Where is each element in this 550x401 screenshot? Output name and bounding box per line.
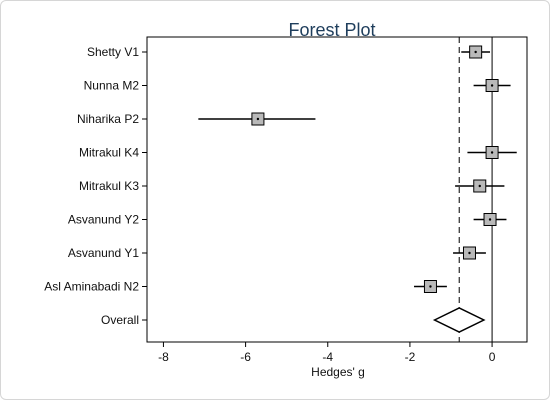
chart-title: Forest Plot <box>288 20 375 40</box>
study-estimate-dot <box>429 285 432 288</box>
study-estimate-dot <box>474 50 477 54</box>
study-label: Asvanund Y2 <box>68 213 139 227</box>
x-tick-label: -8 <box>158 350 169 364</box>
study-label: Mitrakul K4 <box>79 146 139 160</box>
study-label: Nunna M2 <box>84 79 140 93</box>
study-estimate-dot <box>256 117 260 121</box>
study-estimate-dot <box>478 184 481 188</box>
study-estimate-dot <box>490 151 494 154</box>
study-label: Asl Aminabadi N2 <box>44 280 139 294</box>
study-estimate-dot <box>490 84 494 87</box>
x-tick-label: -6 <box>240 350 251 364</box>
study-label: Shetty V1 <box>87 45 139 59</box>
study-label: Mitrakul K3 <box>79 179 139 193</box>
x-axis-label: Hedges' g <box>311 365 365 379</box>
study-estimate-dot <box>468 251 471 255</box>
x-tick-label: 0 <box>489 350 496 364</box>
x-tick-label: -2 <box>405 350 416 364</box>
overall-diamond <box>432 307 486 333</box>
overall-label: Overall <box>101 313 139 327</box>
x-tick-label: -4 <box>322 350 333 364</box>
plot-area <box>146 36 528 343</box>
study-label: Asvanund Y1 <box>68 246 139 260</box>
study-estimate-dot <box>488 218 492 221</box>
study-label: Niharika P2 <box>77 112 139 126</box>
